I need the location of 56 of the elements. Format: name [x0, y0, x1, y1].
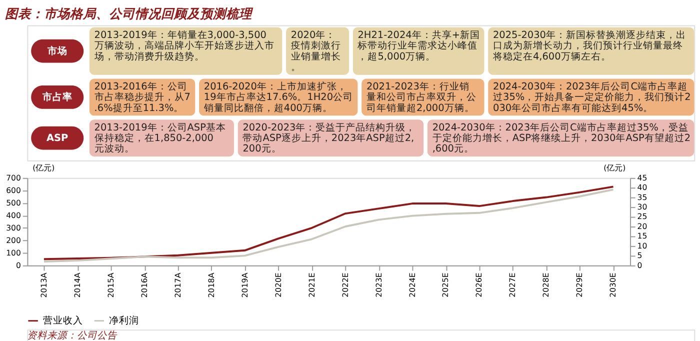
- y2-tick-label: 20: [637, 222, 648, 231]
- text: 2021-2023年：行业销量和公司市占率双升，公司年销量超2,000万辆。: [366, 80, 476, 114]
- y-tick-label: 200: [6, 236, 21, 245]
- y-tick-label: 600: [6, 186, 21, 195]
- x-tick-label: 2027E: [508, 272, 518, 298]
- text: 2016-2020年：上市加速扩张，19年市占率达17.6%。1H20公司销量同比翻倍，超400万辆。: [202, 80, 354, 114]
- text: ASP: [46, 132, 68, 144]
- x-tick-label: 2026E: [474, 272, 484, 298]
- text: 市占率: [41, 91, 72, 104]
- x-tick-label: 2017A: [173, 272, 182, 298]
- text: 2025-2030年：新国标替换潮逐步结束，出口成为新增长动力，我们预计行业销量最终将稳定在4,600万辆左右。: [492, 28, 686, 62]
- x-tick-label: 2022E: [340, 272, 350, 298]
- x-tick-label: 2025E: [441, 272, 450, 298]
- x-tick-label: 2024E: [408, 272, 417, 298]
- x-tick-label: 2023E: [374, 272, 384, 298]
- x-tick-label: 2021E: [307, 272, 316, 298]
- text: 2013-2016年：公司市占率稳步提升，从7.6%提升至11.3%。: [94, 80, 190, 114]
- y-tick-label: 100: [6, 248, 21, 258]
- x-tick-label: 2030E: [608, 272, 618, 298]
- y2-tick-label: 45: [637, 173, 648, 182]
- text: 2013-2019年：年销量在3,000-3,500万辆波动，高端品牌小车开始逐步进入市场，带动消费升级趋势。: [93, 28, 274, 62]
- x-tick-label: 2020E: [274, 272, 283, 298]
- y2-axis-title: (亿元): [604, 164, 626, 173]
- x-tick-label: 2013A: [39, 272, 48, 298]
- text: 2024-2030年：2023年后公司C端市占率超过35%，受益于定价能力增长，ASP将继续上升，2030年ASP有望超过2,600元。: [432, 121, 691, 155]
- y2-tick-label: 40: [637, 183, 648, 192]
- text: 资料来源：公司公告: [27, 329, 118, 341]
- x-tick-label: 2019A: [240, 272, 250, 298]
- y-tick-label: 500: [6, 198, 21, 208]
- legend-label: 营业收入: [42, 314, 83, 327]
- y2-tick-label: 25: [637, 212, 648, 222]
- y-tick-label: 300: [6, 223, 21, 232]
- x-tick-label: 2016A: [140, 272, 149, 298]
- text: 市场: [46, 44, 68, 57]
- y2-tick-label: 15: [637, 232, 648, 241]
- x-tick-label: 2018A: [206, 272, 216, 298]
- x-tick-label: 2029E: [575, 272, 584, 298]
- y2-tick-label: 30: [637, 202, 648, 212]
- y2-tick-label: 35: [637, 192, 648, 202]
- y-tick-label: 700: [6, 173, 21, 182]
- text: 2020-2023年：受益于产品结构升级，带动ASP逐步上升，2023年ASP超过2,200元。: [242, 121, 416, 155]
- x-tick-label: 2028E: [542, 272, 551, 298]
- text: 2013-2019年：公司ASP基本保持稳定，在1,850-2,000元波动。: [94, 121, 226, 155]
- chart-title: 图表：市场格局、公司情况回顾及预测梳理: [5, 6, 254, 21]
- y-tick-label: 0: [16, 260, 21, 270]
- text: 2020年：疫情刺激行业销量增长。: [290, 28, 341, 73]
- y-tick-label: 400: [6, 210, 21, 220]
- y2-tick-label: 0: [637, 260, 642, 270]
- text: 2024-2030年：2023年后公司C端市占率超过35%，开始具备一定定价能力，我们预计2030年公司市占率有可能达到45%。: [493, 80, 691, 114]
- y2-tick-label: 5: [637, 251, 642, 260]
- legend-label: 净利润: [108, 314, 139, 327]
- y-axis-title: (亿元): [32, 164, 55, 173]
- x-tick-label: 2015A: [106, 272, 116, 298]
- text: 2H21-2024年：共享+新国标带动行业年需求达小峰值，超5,000万辆。: [356, 28, 480, 62]
- y2-tick-label: 10: [637, 241, 648, 250]
- x-tick-label: 2014A: [72, 272, 82, 298]
